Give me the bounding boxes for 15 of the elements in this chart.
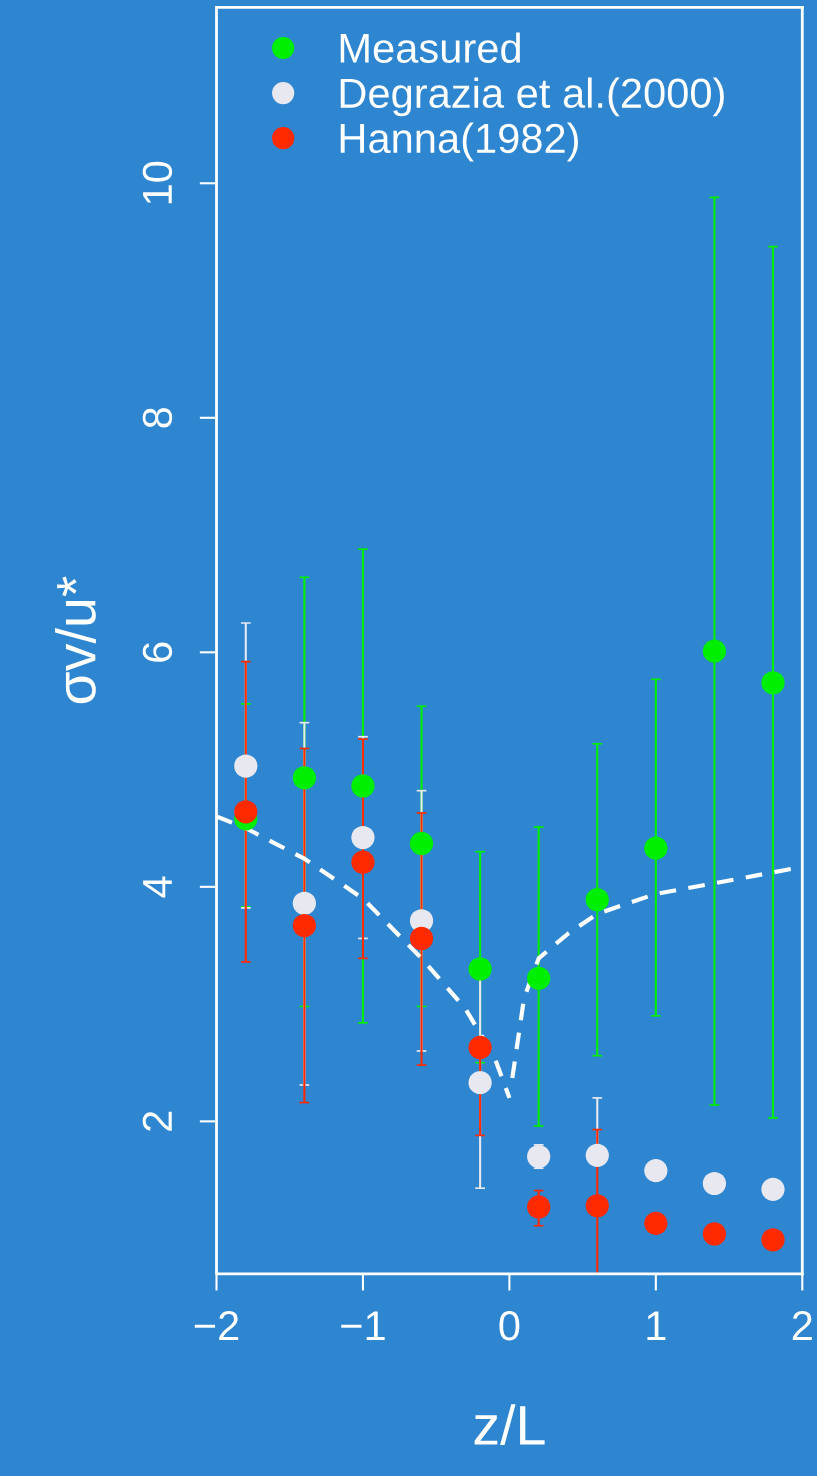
y-tick-label: 6 [142,642,173,662]
x-axis-title: z/L [474,1404,545,1446]
x-tick-label: 2 [792,1311,812,1341]
legend-label: Measured [340,32,520,63]
x-tick-label: −2 [194,1311,239,1341]
legend-label: Degrazia et al.(2000) [340,77,724,117]
x-tick-label: 0 [499,1311,520,1341]
x-tick-label: 1 [647,1311,666,1341]
x-tick-label: −1 [341,1311,385,1341]
y-tick-label: 2 [142,1111,172,1131]
legend-label: Hanna(1982) [340,122,578,162]
y-tick-label: 4 [143,876,172,898]
y-tick-label: 8 [142,408,173,428]
y-axis-title: σv/u* [55,576,96,704]
y-tick-label: 10 [142,161,173,204]
